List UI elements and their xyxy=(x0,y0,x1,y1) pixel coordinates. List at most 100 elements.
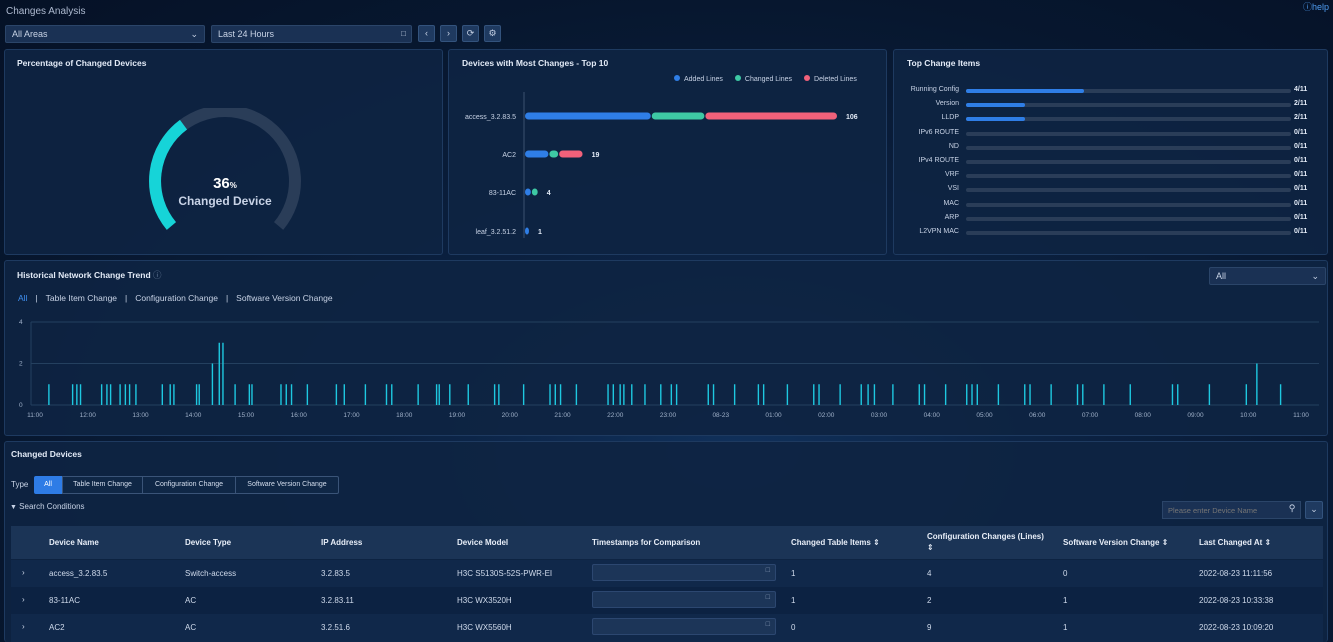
trend-bar[interactable] xyxy=(997,384,1000,405)
trend-bar[interactable] xyxy=(306,384,309,405)
change-item-row[interactable]: Version 2/11 xyxy=(894,100,1329,112)
area-select[interactable]: All Areas ⌄ xyxy=(5,25,205,43)
trend-bar[interactable] xyxy=(1177,384,1179,405)
trend-bar[interactable] xyxy=(892,384,894,405)
change-item-row[interactable]: Running Config 4/11 xyxy=(894,86,1329,98)
trend-bar[interactable] xyxy=(1103,384,1105,405)
trend-bar[interactable] xyxy=(944,384,947,405)
trend-bar[interactable] xyxy=(1279,384,1282,405)
trend-tab-table-item[interactable]: Table Item Change xyxy=(45,293,118,303)
next-period-button[interactable]: › xyxy=(440,25,457,42)
trend-bar[interactable] xyxy=(1024,384,1026,405)
search-conditions-toggle[interactable]: ▼ Search Conditions xyxy=(10,502,85,511)
top10-bar-changed[interactable] xyxy=(651,112,705,120)
trend-bar[interactable] xyxy=(343,384,345,405)
trend-bar[interactable] xyxy=(1129,384,1131,405)
time-range-picker[interactable]: Last 24 Hours □ xyxy=(211,25,412,43)
trend-bar[interactable] xyxy=(109,384,112,405)
trend-tab-all[interactable]: All xyxy=(18,293,28,303)
trend-bar[interactable] xyxy=(1208,384,1211,405)
type-tab-table-item[interactable]: Table Item Change xyxy=(62,476,143,494)
change-item-row[interactable]: IPv4 ROUTE 0/11 xyxy=(894,157,1329,169)
trend-bar[interactable] xyxy=(923,384,926,405)
trend-bar[interactable] xyxy=(248,384,251,405)
trend-bar[interactable] xyxy=(76,384,78,405)
trend-bar[interactable] xyxy=(135,384,137,405)
change-item-row[interactable]: ARP 0/11 xyxy=(894,214,1329,226)
expand-row-chevron-icon[interactable]: › xyxy=(22,595,25,604)
search-button[interactable]: ⚲ xyxy=(1283,501,1301,519)
trend-bar[interactable] xyxy=(623,384,625,405)
trend-bar[interactable] xyxy=(1171,384,1174,405)
timestamp-compare-picker[interactable]: □ xyxy=(592,564,776,581)
trend-bar[interactable] xyxy=(467,384,469,405)
top10-bar-deleted[interactable] xyxy=(705,112,837,120)
trend-filter-select[interactable]: All ⌄ xyxy=(1209,267,1326,285)
trend-bar[interactable] xyxy=(707,384,709,405)
type-tab-all[interactable]: All xyxy=(34,476,62,494)
trend-bar[interactable] xyxy=(918,384,920,405)
trend-bar[interactable] xyxy=(106,384,108,405)
trend-bar[interactable] xyxy=(976,384,978,405)
trend-bar[interactable] xyxy=(559,384,562,405)
top10-bar-changed[interactable] xyxy=(549,150,559,158)
trend-bar[interactable] xyxy=(660,384,662,405)
prev-period-button[interactable]: ‹ xyxy=(418,25,435,42)
trend-bar[interactable] xyxy=(385,384,388,405)
trend-bar[interactable] xyxy=(100,384,103,405)
trend-bar[interactable] xyxy=(438,384,440,405)
col-last-changed-at[interactable]: Last Changed At ⇕ xyxy=(1199,538,1272,547)
trend-bar[interactable] xyxy=(1029,384,1031,405)
legend-changed[interactable]: Changed Lines xyxy=(734,75,792,83)
trend-bar[interactable] xyxy=(1082,384,1084,405)
expand-row-chevron-icon[interactable]: › xyxy=(22,568,25,577)
trend-bar[interactable] xyxy=(391,384,393,405)
trend-bar[interactable] xyxy=(280,384,282,405)
trend-bar[interactable] xyxy=(71,384,74,405)
top10-bar-added[interactable] xyxy=(525,227,529,235)
expand-search-button[interactable]: ⌄ xyxy=(1305,501,1323,519)
col-config-changes[interactable]: Configuration Changes (Lines) ⇕ xyxy=(927,532,1044,552)
top10-bar-added[interactable] xyxy=(525,150,549,158)
trend-bar[interactable] xyxy=(1076,384,1079,405)
trend-bar[interactable] xyxy=(1050,384,1052,405)
trend-bar[interactable] xyxy=(364,384,367,405)
trend-bar[interactable] xyxy=(169,384,171,405)
trend-bar[interactable] xyxy=(631,384,633,405)
top10-bar-deleted[interactable] xyxy=(559,150,583,158)
trend-bar[interactable] xyxy=(119,384,121,405)
trend-bar[interactable] xyxy=(813,384,815,405)
trend-bar[interactable] xyxy=(971,384,973,405)
timestamp-compare-picker[interactable]: □ xyxy=(592,618,776,635)
trend-bar[interactable] xyxy=(644,384,646,405)
trend-bar[interactable] xyxy=(173,384,175,405)
trend-bar[interactable] xyxy=(839,384,841,405)
expand-row-chevron-icon[interactable]: › xyxy=(22,622,25,631)
trend-bar[interactable] xyxy=(612,384,615,405)
trend-bar[interactable] xyxy=(873,384,876,405)
trend-bar[interactable] xyxy=(335,384,338,405)
trend-bar[interactable] xyxy=(554,384,556,405)
trend-bar[interactable] xyxy=(211,363,214,406)
trend-bar[interactable] xyxy=(498,384,500,405)
trend-bar[interactable] xyxy=(493,384,496,405)
refresh-button[interactable]: ⟳ xyxy=(462,25,479,42)
trend-bar[interactable] xyxy=(198,384,200,405)
legend-added[interactable]: Added Lines xyxy=(674,75,723,83)
col-software-version-change[interactable]: Software Version Change ⇕ xyxy=(1063,538,1169,547)
trend-bar[interactable] xyxy=(417,384,419,405)
trend-bar[interactable] xyxy=(860,384,862,405)
trend-bar[interactable] xyxy=(607,384,609,405)
settings-button[interactable]: ⚙ xyxy=(484,25,501,42)
timestamp-compare-picker[interactable]: □ xyxy=(592,591,776,608)
trend-bar[interactable] xyxy=(222,342,224,405)
trend-bar[interactable] xyxy=(522,384,525,405)
top10-bar-added[interactable] xyxy=(525,188,531,196)
change-item-row[interactable]: VRF 0/11 xyxy=(894,171,1329,183)
trend-tab-software[interactable]: Software Version Change xyxy=(236,293,333,303)
info-icon[interactable]: ⓘ xyxy=(153,270,162,280)
trend-bar[interactable] xyxy=(670,384,673,405)
trend-bar[interactable] xyxy=(79,384,82,405)
trend-bar[interactable] xyxy=(285,384,287,405)
legend-deleted[interactable]: Deleted Lines xyxy=(804,75,857,83)
